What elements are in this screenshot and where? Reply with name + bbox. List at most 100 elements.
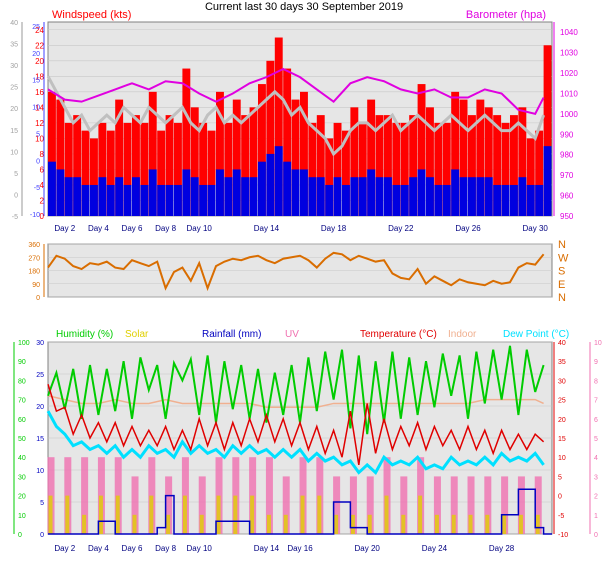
temperature-line [47,384,545,465]
solar-bar [350,514,355,534]
wind-bar [518,107,527,216]
wind-bar [274,37,283,216]
wind-bar [300,91,308,216]
panel1-y2-tick-label: 980 [560,151,574,160]
uv-bar [349,476,357,534]
wind-bar [157,130,166,216]
dew-point-line [46,410,545,475]
avg-wind-bar [241,177,250,216]
panel3-x-tick-label: Day 16 [287,544,313,553]
panel3-legend-item: Indoor [448,329,477,340]
avg-wind-bar [308,177,317,216]
avg-wind-bar [98,177,107,216]
wind-bar [90,138,98,216]
wind-bar [182,68,191,216]
avg-wind-bar [526,184,535,216]
panel3-legend-item: Temperature (°C) [360,329,437,340]
avg-wind-bar [274,146,283,216]
wind-bar [174,122,182,216]
wind-bar [258,84,266,216]
uv-bar [400,476,408,534]
wind-bar [291,99,300,216]
solar-bar [250,495,255,534]
solar-bar [199,514,204,534]
wind-bar [501,122,510,216]
panel3-x-tick-label: Day 28 [489,544,515,553]
panel1-outer-tick-label: 5 [14,171,18,178]
humidity-tick-label: 20 [18,494,26,501]
panel1-outer-tick-label: -5 [12,214,18,221]
panel1-outer-tick-label: 40 [10,20,18,27]
uv-tick-label: 2 [594,494,598,501]
gust-line [46,75,546,157]
solar-bar [434,514,439,534]
wind-bar [342,130,350,216]
uv-bar [484,476,492,534]
wind-bar [148,91,157,216]
panel1-y2-tick-label: 1040 [560,28,578,37]
wind-bar [375,115,384,216]
avg-wind-bar [434,184,443,216]
wind-bar [241,115,250,216]
panel3-legend-item: Rainfall (mm) [202,329,261,340]
uv-bar [467,476,475,534]
avg-wind-bar [535,184,544,216]
wind-bar [510,115,518,216]
wind-bar [98,122,107,216]
solar-bar [300,495,305,534]
wind-bar [384,115,392,216]
panel1-outer-tick-label: 25 [10,85,18,92]
avg-wind-bar [249,177,258,216]
humidity-tick-label: 80 [18,378,26,385]
temperature-tick-label: 10 [558,455,566,462]
humidity-tick-label: 100 [18,340,30,347]
avg-wind-bar [350,177,359,216]
wind-bar [476,99,485,216]
panel3-x-tick-label: Day 10 [187,544,213,553]
wind-bar [266,60,275,216]
wind-bar [325,138,334,216]
humidity-tick-label: 60 [18,417,26,424]
temperature-tick-label: 25 [558,398,566,405]
panel3-x-tick-label: Day 14 [254,544,280,553]
avg-wind-bar [216,169,224,216]
panel1-y-tick-label: 6 [40,165,45,174]
panel1-y-tick-label: 2 [40,196,45,205]
panel1-y-tick-label: 22 [35,41,44,50]
panel1-y-tick-label: 4 [40,181,45,190]
panel1-outer-tick-label: 10 [10,149,18,156]
wind-bar [543,45,552,216]
wind-bar [417,84,426,216]
humidity-line [47,345,545,435]
panel3-x-tick-label: Day 2 [54,544,75,553]
avg-wind-bar [375,177,384,216]
solar-bar [98,495,103,534]
uv-tick-label: 1 [594,513,598,520]
wind-bar [216,91,224,216]
solar-bar [535,514,540,534]
wind-bar [140,122,149,216]
panel1-inner-tick-label: 10 [32,105,40,112]
panel2-compass-label: W [558,252,569,264]
uv-bar [433,476,441,534]
panel1-x-tick-label: Day 22 [388,224,414,233]
wind-bar [283,68,292,216]
avg-wind-bar [106,184,115,216]
panel1-y2-tick-label: 1020 [560,69,578,78]
avg-wind-bar [367,169,376,216]
rain-tick-label: 30 [36,340,44,347]
avg-wind-bar [174,184,182,216]
avg-wind-bar [400,184,409,216]
panel2-compass-label: N [558,239,566,251]
uv-tick-label: 10 [594,340,602,347]
avg-wind-bar [417,169,426,216]
uv-bar [534,476,542,534]
temperature-tick-label: 15 [558,436,566,443]
solar-bar [266,514,271,534]
uv-bar [265,457,273,534]
wind-bar [392,122,401,216]
wind-bar [56,99,65,216]
avg-wind-bar [56,169,65,216]
avg-wind-bar [199,184,208,216]
